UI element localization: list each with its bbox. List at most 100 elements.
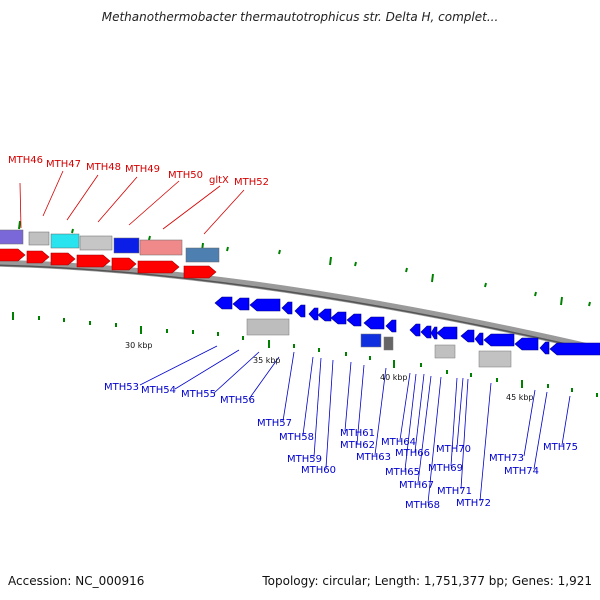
leader-line xyxy=(450,377,458,467)
gene-arrow-reverse xyxy=(474,332,484,346)
gene-label-mth65: MTH65 xyxy=(385,467,420,478)
leader-line xyxy=(325,359,334,469)
map-title: Methanothermobacter thermautotrophicus s… xyxy=(101,10,499,24)
forward-gene-labels: MTH46 MTH47 MTH48 MTH49 MTH50 gltX MTH52 xyxy=(8,155,269,188)
scale-label: 35 kbp xyxy=(253,356,281,365)
gene-arrow-reverse xyxy=(420,325,432,339)
tick-mark xyxy=(560,296,563,306)
leader-line xyxy=(302,356,314,436)
gene-label-mth61: MTH61 xyxy=(340,428,375,439)
forward-gene-arrows xyxy=(0,248,217,279)
tick-mark xyxy=(18,220,21,230)
backbone xyxy=(0,259,600,354)
feature-box xyxy=(79,235,113,251)
leader-line xyxy=(162,185,221,230)
tick-mark xyxy=(278,249,281,255)
scale-label: 40 kbp xyxy=(380,373,408,382)
gene-arrow-reverse xyxy=(363,316,385,330)
gene-arrow-forward xyxy=(183,265,217,279)
gene-arrow-forward xyxy=(137,260,180,274)
topology-summary: Topology: circular; Length: 1,751,377 bp… xyxy=(262,574,592,588)
gene-label-mth49: MTH49 xyxy=(125,164,160,175)
gene-arrow-forward xyxy=(50,252,76,266)
gene-label-mth68: MTH68 xyxy=(405,500,440,511)
leader-line xyxy=(399,372,411,441)
scale-label: 45 kbp xyxy=(506,393,534,402)
gene-label-mth52: MTH52 xyxy=(234,177,269,188)
tick-mark xyxy=(354,261,357,267)
feature-box xyxy=(246,318,290,336)
gene-label-mth53: MTH53 xyxy=(104,382,139,393)
gene-arrow-reverse xyxy=(317,308,332,322)
leader-line xyxy=(97,176,138,223)
gene-label-mth64: MTH64 xyxy=(381,437,416,448)
leader-line xyxy=(203,189,245,235)
gene-label-mth48: MTH48 xyxy=(86,162,121,173)
tick-mark xyxy=(484,282,487,288)
reverse-gene-arrows xyxy=(214,296,600,356)
gene-label-mth70: MTH70 xyxy=(436,444,471,455)
gene-arrow-forward xyxy=(111,257,137,271)
leader-line xyxy=(282,351,295,422)
leader-line xyxy=(128,180,180,226)
feature-box xyxy=(0,229,24,245)
leader-line xyxy=(404,373,417,471)
gene-label-mth60: MTH60 xyxy=(301,465,336,476)
gene-label-mth58: MTH58 xyxy=(279,432,314,443)
leader-line xyxy=(533,391,548,470)
gene-arrow-reverse xyxy=(430,326,438,340)
gene-label-mth46: MTH46 xyxy=(8,155,43,166)
lower-tick-marks xyxy=(12,312,598,397)
gene-label-mth54: MTH54 xyxy=(141,385,176,396)
leader-line xyxy=(561,395,571,446)
gene-arrow-reverse xyxy=(281,301,293,315)
feature-box xyxy=(185,247,220,263)
gene-label-mth67: MTH67 xyxy=(399,480,434,491)
backbone-shadow xyxy=(0,264,600,353)
reverse-gene-labels: MTH53 MTH54 MTH55 MTH56 MTH57 MTH58 MTH59MTH60… xyxy=(104,382,578,511)
leader-line xyxy=(460,378,469,490)
leader-line xyxy=(313,357,322,458)
tick-mark xyxy=(534,291,537,297)
gene-arrow-reverse xyxy=(460,329,475,343)
gene-label-mth74: MTH74 xyxy=(504,466,539,477)
tick-mark xyxy=(71,228,74,234)
gene-arrow-reverse xyxy=(385,319,397,333)
tick-mark xyxy=(431,273,434,283)
leader-line xyxy=(66,174,99,221)
gene-label-mth73: MTH73 xyxy=(489,453,524,464)
gene-arrow-reverse xyxy=(214,296,233,310)
gene-label-mth69: MTH69 xyxy=(428,463,463,474)
gene-arrow-reverse xyxy=(346,313,362,327)
gene-arrow-reverse xyxy=(330,311,347,325)
gene-arrow-forward xyxy=(26,250,50,264)
feature-boxes xyxy=(0,229,512,368)
gene-label-mth71: MTH71 xyxy=(437,486,472,497)
feature-box xyxy=(50,233,80,249)
accession-text: Accession: NC_000916 xyxy=(8,574,145,588)
gene-label-mth75: MTH75 xyxy=(543,442,578,453)
leader-line xyxy=(344,361,352,432)
backbone-track xyxy=(0,259,600,354)
feature-box xyxy=(139,239,183,256)
tick-mark xyxy=(588,301,591,307)
gene-arrow-reverse xyxy=(539,341,550,355)
leader-line xyxy=(427,376,442,504)
feature-box xyxy=(113,237,140,254)
feature-box xyxy=(383,336,394,351)
leader-line xyxy=(213,351,260,394)
gene-label-mth57: MTH57 xyxy=(257,418,292,429)
feature-box xyxy=(434,344,456,359)
tick-mark xyxy=(329,256,332,266)
gene-arrow-reverse xyxy=(294,304,306,318)
tick-mark xyxy=(405,267,408,273)
leader-line xyxy=(523,389,536,457)
gene-label-mth56: MTH56 xyxy=(220,395,255,406)
gene-label-mth59: MTH59 xyxy=(287,454,322,465)
leader-line xyxy=(19,182,22,229)
tick-mark xyxy=(148,235,151,241)
gene-arrow-reverse xyxy=(514,337,539,351)
gene-label-mth72: MTH72 xyxy=(456,498,491,509)
leader-line xyxy=(174,349,240,390)
